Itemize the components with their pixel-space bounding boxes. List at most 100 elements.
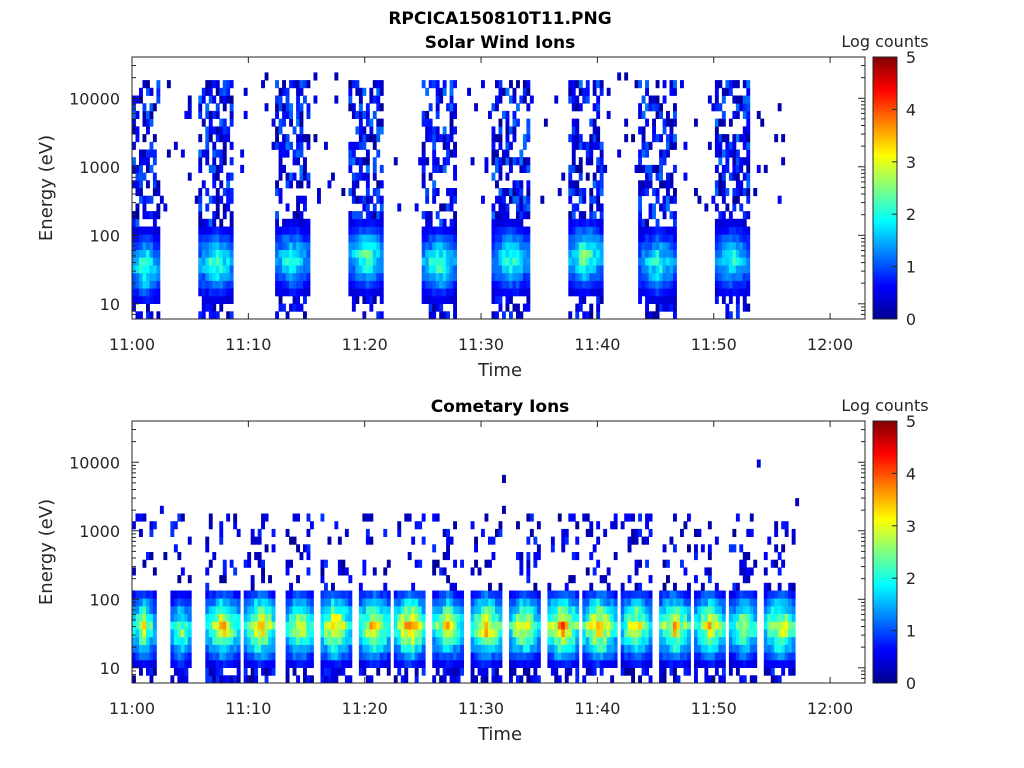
heatmap-cell [592,652,597,661]
heatmap-cell [250,598,255,607]
heatmap-cell [187,605,192,614]
heatmap-cell [732,249,737,258]
heatmap-cell [746,157,751,166]
heatmap-cell [540,195,545,204]
heatmap-cell [358,110,363,119]
heatmap-cell [278,249,283,258]
heatmap-cell [742,652,747,661]
heatmap-cell [428,103,433,112]
heatmap-cell [648,249,653,258]
heatmap-cell [596,280,601,289]
heatmap-cell [285,103,290,112]
heatmap-cell [407,652,412,661]
heatmap-cell [774,521,779,530]
heatmap-cell [306,218,311,227]
heatmap-cell [132,118,136,127]
heatmap-cell [215,288,220,297]
heatmap-cell [666,180,670,189]
heatmap-cell [732,141,737,150]
heatmap-cell [533,652,538,661]
heatmap-cell [449,234,454,243]
heatmap-cell [334,72,339,81]
heatmap-cell [495,265,499,274]
heatmap-cell [358,667,363,676]
heatmap-cell [536,675,541,683]
heatmap-cell [718,241,723,250]
heatmap-cell [428,272,433,281]
heatmap-cell [310,652,314,661]
heatmap-cell [400,613,405,622]
heatmap-cell [278,288,283,297]
heatmap-cell [589,613,594,622]
heatmap-cell [386,636,391,645]
heatmap-cell [376,180,381,189]
heatmap-cell [742,675,747,683]
heatmap-cell [404,605,409,614]
heatmap-cell [753,636,758,645]
heatmap-cell [275,95,279,104]
heatmap-cell [592,567,597,576]
heatmap-cell [229,95,234,104]
heatmap-cell [725,226,730,235]
heatmap-cell [481,629,485,638]
heatmap-cell [139,644,143,653]
heatmap-cell [278,141,283,150]
heatmap-cell [289,659,293,668]
heatmap-cell [152,280,157,289]
heatmap-cell [365,172,370,181]
heatmap-cell [327,621,332,630]
heatmap-cell [673,241,677,250]
heatmap-cell [132,652,136,661]
heatmap-cell [669,629,674,638]
heatmap-cell [746,188,751,197]
heatmap-cell [732,652,737,661]
heatmap-cell [711,598,716,607]
heatmap-cell [648,644,653,653]
heatmap-cell [348,675,353,683]
heatmap-cell [278,172,283,181]
heatmap-cell [662,605,667,614]
heatmap-cell [306,110,311,119]
heatmap-cell [341,559,346,568]
heatmap-cell [337,590,342,599]
heatmap-cell [694,598,698,607]
heatmap-cell [585,567,590,576]
heatmap-cell [638,582,642,591]
heatmap-cell [205,80,210,89]
heatmap-cell [146,195,150,204]
heatmap-cell [687,636,691,645]
heatmap-cell [208,195,213,204]
heatmap-cell [680,652,684,661]
heatmap-cell [784,605,789,614]
heatmap-cell [275,188,279,197]
heatmap-cell [704,636,709,645]
heatmap-cell [446,272,450,281]
heatmap-cell [491,203,496,212]
heatmap-cell [498,288,503,297]
heatmap-cell [631,667,635,676]
heatmap-cell [219,272,224,281]
heatmap-cell [362,234,367,243]
heatmap-cell [264,605,269,614]
heatmap-cell [774,544,779,553]
heatmap-cell [296,80,300,89]
heatmap-cell [784,590,789,599]
heatmap-cell [655,103,660,112]
heatmap-cell [578,211,583,220]
heatmap-cell [655,95,660,104]
heatmap-cell [257,598,262,607]
heatmap-cell [571,203,576,212]
heatmap-cell [285,675,290,683]
heatmap-cell [229,295,234,304]
heatmap-cell [222,295,227,304]
heatmap-cell [351,288,356,297]
heatmap-cell [683,652,688,661]
heatmap-cell [725,164,730,173]
heatmap-cell [585,629,590,638]
heatmap-cell [652,164,656,173]
heatmap-cell [509,629,513,638]
heatmap-cell [735,195,740,204]
heatmap-cell [376,598,381,607]
heatmap-cell [439,95,444,104]
heatmap-cell [146,226,150,235]
